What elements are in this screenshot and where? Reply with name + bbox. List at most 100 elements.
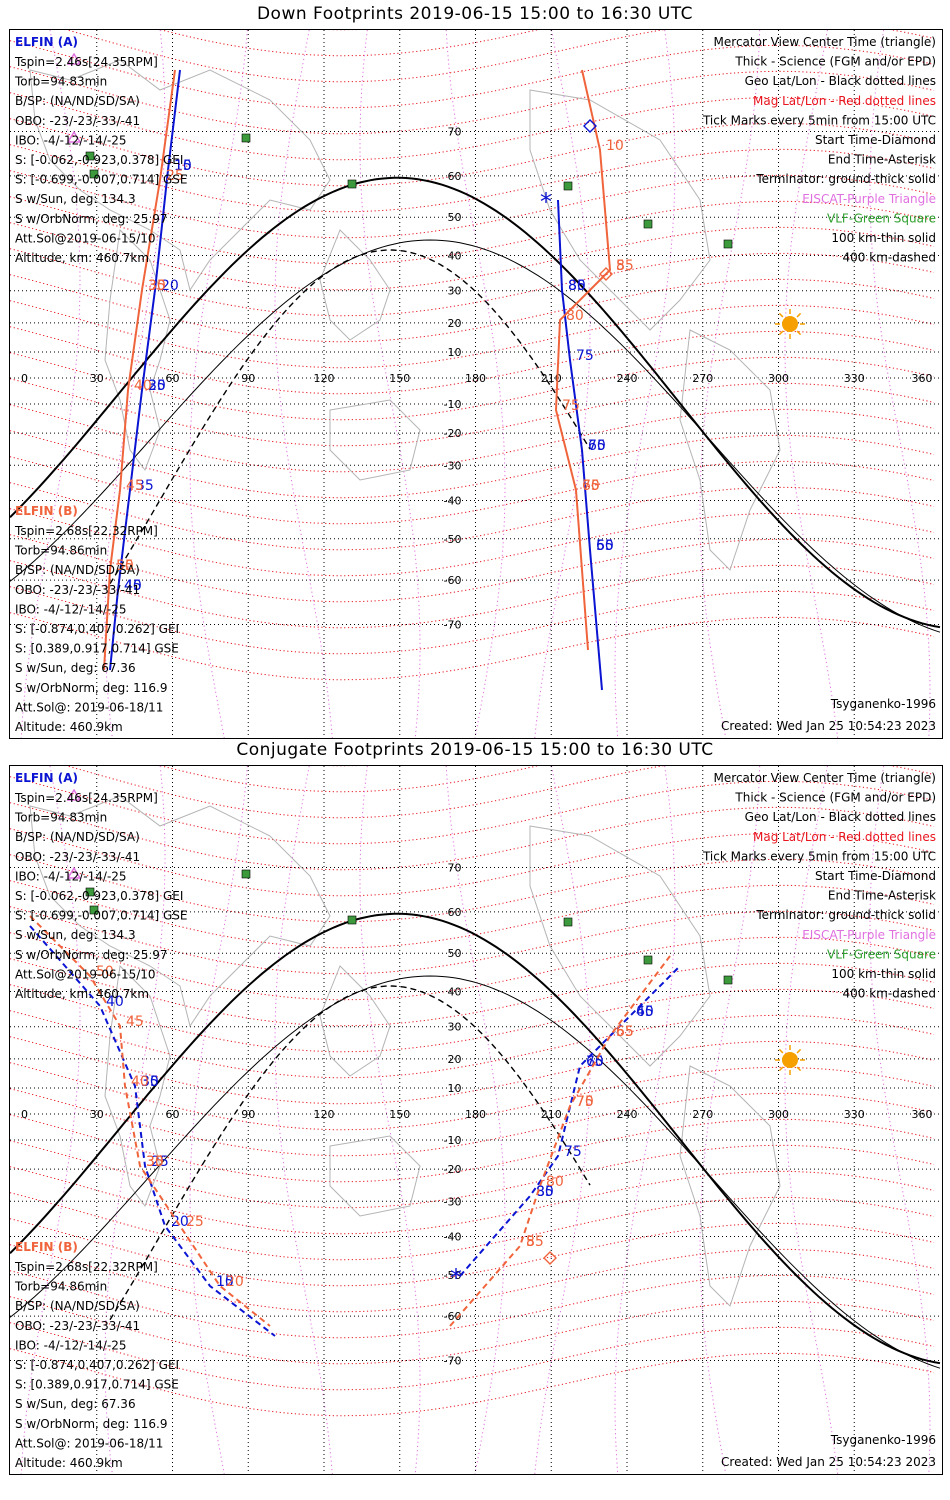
lat-tick-label: 30 — [448, 285, 462, 298]
legend-entry: End Time-Asterisk — [828, 889, 936, 903]
vlf-green-square — [643, 219, 653, 229]
elfin-b-info-line: S w/OrbNorm, deg: 116.9 — [15, 681, 167, 695]
lon-tick-label: 180 — [465, 1108, 486, 1121]
lat-tick-label: -70 — [444, 619, 462, 632]
mag-lat-line — [9, 984, 935, 1053]
lat-tick-label: 70 — [448, 125, 462, 138]
elfin-b-track-west-label: 30 — [148, 278, 166, 294]
vlf-green-square — [643, 955, 653, 965]
lon-tick-label: 240 — [617, 1108, 638, 1121]
lat-tick-label: -60 — [444, 1310, 462, 1323]
continent-coastline — [529, 825, 711, 1067]
vlf-green-square — [85, 887, 95, 897]
mag-lat-line — [9, 958, 935, 1027]
elfin-a-track-east — [557, 199, 603, 691]
elfin-a-track-east-label: 60 — [596, 538, 614, 554]
mag-lat-line — [9, 1114, 935, 1183]
elfin-b-track-east-label: 80 — [566, 308, 584, 324]
lat-tick-label: 50 — [448, 211, 462, 224]
eiscat-purple-triangle — [66, 52, 82, 65]
continent-coastline — [329, 1135, 421, 1217]
mag-lon-line — [784, 29, 839, 739]
continent-coastline — [29, 59, 331, 292]
lat-tick-label: 30 — [448, 1021, 462, 1034]
elfin-a-track-west-label: 35 — [136, 478, 154, 494]
elfin-a-info-line: Torb=94.83min — [14, 811, 107, 825]
lat-tick-label: -10 — [444, 1134, 462, 1147]
mag-lat-line — [9, 456, 935, 525]
end-time-asterisk: * — [540, 188, 552, 216]
vlf-green-square — [347, 915, 357, 925]
elfin-a-track-west-label: 40 — [106, 994, 124, 1010]
mag-lat-line — [9, 1322, 935, 1391]
legend-entry: Tick Marks every 5min from 15:00 UTC — [702, 113, 936, 127]
mag-lon-line — [534, 765, 591, 1475]
lon-tick-label: 360 — [912, 372, 933, 385]
mag-lon-line — [445, 29, 506, 739]
model-label: Tsyganenko-1996 — [830, 1433, 936, 1447]
down-footprints-map: 70 60 50 40 30 20 10 -10 -20 -30 -40 -50 -60 -70 0 30 60… — [9, 0, 943, 739]
elfin-b-info-line: B/SP: (NA/ND/SD/SA) — [15, 563, 140, 577]
vlf-green-square — [241, 133, 251, 143]
lon-tick-label: 270 — [692, 372, 713, 385]
lat-tick-label: 20 — [448, 317, 462, 330]
sun-ray — [778, 330, 784, 336]
mag-lat-line — [9, 932, 935, 1001]
elfin-b-heading: ELFIN (B) — [15, 1240, 78, 1254]
mag-lat-line — [9, 248, 935, 317]
elfin-b-info-line: B/SP: (NA/ND/SD/SA) — [15, 1299, 140, 1313]
lon-tick-label: 330 — [844, 1108, 865, 1121]
legend-entry: Mag Lat/Lon - Red dotted lines — [753, 830, 936, 844]
lon-tick-label: 300 — [768, 372, 789, 385]
mag-lon-line — [445, 765, 506, 1475]
legend-entry: Start Time-Diamond — [815, 869, 936, 883]
lat-tick-label: 40 — [448, 250, 462, 263]
elfin-a-track-east-label: 75 — [576, 348, 594, 364]
elfin-a-track-east-label: 60 — [636, 1004, 654, 1020]
legend-entry: Mag Lat/Lon - Red dotted lines — [753, 94, 936, 108]
elfin-b-info-line: S w/OrbNorm, deg: 116.9 — [15, 1417, 167, 1431]
elfin-a-track-west-label: 40 — [124, 578, 142, 594]
lat-tick-label: 10 — [448, 346, 462, 359]
legend-entry: EISCAT-Purple Triangle — [802, 928, 936, 942]
elfin-a-track-west — [109, 69, 181, 671]
elfin-a-info-line: Tspin=2.46s[24.35RPM] — [14, 55, 158, 69]
elfin-b-info-line: Tspin=2.68s[22.32RPM] — [14, 1260, 158, 1274]
elfin-b-heading: ELFIN (B) — [15, 504, 78, 518]
sun-ray — [778, 1048, 784, 1054]
elfin-b-track-west-label: 50 — [116, 558, 134, 574]
elfin-b-track-west-label: 45 — [126, 478, 144, 494]
vlf-green-square — [563, 181, 573, 191]
mag-lon-line — [104, 765, 166, 1475]
lat-tick-label: 70 — [448, 861, 462, 874]
elfin-a-info-line: Altitude, km: 460.7km — [15, 987, 149, 1001]
elfin-a-track-west — [29, 925, 276, 1337]
continent-coastline — [29, 795, 331, 1028]
legend-entry: Terminator: ground-thick solid — [755, 172, 936, 186]
mag-lon-line — [614, 29, 676, 739]
mag-lat-line — [9, 534, 935, 603]
elfin-a-info-line: S: [-0.699,-0.007,0.714] GSE — [15, 173, 188, 187]
lat-tick-label: 20 — [448, 1053, 462, 1066]
elfin-a-info-line: S w/Sun, deg: 134.3 — [15, 192, 136, 206]
mag-lon-line — [614, 765, 676, 1475]
mag-lat-line — [9, 1348, 935, 1417]
elfin-a-track-east-label: 55 — [596, 538, 614, 554]
elfin-a-info-line: B/SP: (NA/ND/SD/SA) — [15, 94, 140, 108]
elfin-a-track-east-label: 70 — [588, 438, 606, 454]
elfin-a-heading: ELFIN (A) — [15, 35, 78, 49]
legend-entry: Thick - Science (FGM and/or EPD) — [734, 55, 936, 69]
lon-tick-label: 150 — [389, 372, 410, 385]
sun-ray — [778, 1066, 784, 1072]
elfin-b-track-east-label: 5 — [616, 258, 625, 274]
mag-lat-line — [9, 144, 935, 213]
elfin-a-track-east-label: 45 — [636, 1004, 654, 1020]
end-time-asterisk: * — [450, 1264, 462, 1292]
elfin-b-track-east-label: 10 — [606, 138, 624, 154]
mag-lat-line — [9, 1296, 935, 1365]
elfin-b-info-line: IBO: -4/-12/-14/-25 — [15, 1338, 127, 1352]
elfin-a-track-west-label: 30 — [148, 378, 166, 394]
elfin-a-info-line: OBO: -23/-23/-33/-41 — [15, 850, 140, 864]
legend-entry: VLF-Green Square — [827, 211, 936, 225]
legend-entry: Thick - Science (FGM and/or EPD) — [734, 791, 936, 805]
